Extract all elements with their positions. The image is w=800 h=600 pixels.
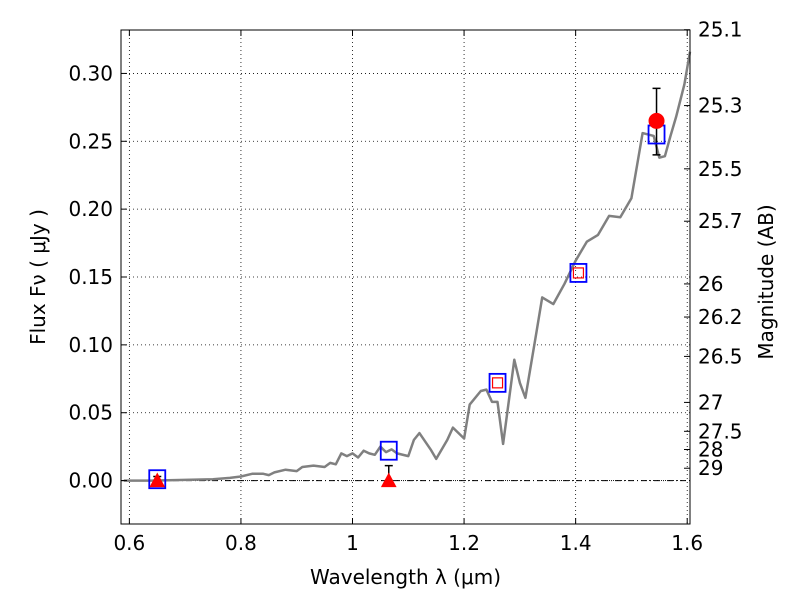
y2-tick-label: 25.1 xyxy=(698,18,743,42)
y-tick-label: 0.30 xyxy=(68,61,113,85)
markers-group xyxy=(148,87,666,490)
model-spectrum-line xyxy=(123,51,692,482)
limit-triangle xyxy=(149,472,166,488)
x-axis-label: Wavelength λ (μm) xyxy=(310,565,501,589)
x-tick-label: 0.8 xyxy=(225,531,257,555)
bandpass-square xyxy=(379,440,398,461)
y-tick-label: 0.00 xyxy=(68,469,113,493)
bandpass-square xyxy=(488,372,507,393)
grid-lines xyxy=(121,30,690,524)
y-tick-label: 0.15 xyxy=(68,265,113,289)
y2-tick-label: 29 xyxy=(698,456,723,480)
bandpass-square xyxy=(569,263,588,283)
x-tick-label: 1 xyxy=(346,531,359,555)
y2-tick-label: 25.3 xyxy=(698,94,743,118)
y-tick-label: 0.20 xyxy=(68,197,113,221)
y2-tick-label: 27 xyxy=(698,390,723,414)
y-tick-label: 0.25 xyxy=(68,129,113,153)
tick-marks xyxy=(121,29,690,524)
y2-tick-label: 28 xyxy=(698,437,723,461)
x-tick-label: 1.2 xyxy=(448,531,480,555)
limit-triangle xyxy=(380,472,397,488)
y2-tick-label: 25.7 xyxy=(698,209,743,233)
detection-point xyxy=(491,377,504,389)
x-tick-label: 1.6 xyxy=(671,531,703,555)
y2-tick-label: 26 xyxy=(698,272,723,296)
model-spectrum-group xyxy=(123,51,692,482)
x-tick-label: 0.6 xyxy=(113,531,145,555)
y2-tick-label: 27.5 xyxy=(698,419,743,443)
y-axis-label: Flux Fν ( μJy ) xyxy=(26,209,50,345)
y2-axis-label: Magnitude (AB) xyxy=(754,204,778,359)
y-tick-label: 0.05 xyxy=(68,401,113,425)
y2-tick-label: 26.5 xyxy=(698,344,743,368)
y2-tick-label: 26.2 xyxy=(698,305,743,329)
detection-point xyxy=(648,112,665,129)
bandpass-square xyxy=(148,469,167,490)
x-tick-label: 1.4 xyxy=(560,531,592,555)
y2-tick-label: 25.5 xyxy=(698,157,743,181)
tick-labels: 0.6 0.8 1 1.2 1.4 1.6 0.00 0.05 0.10 0.15 0.20 0.25… xyxy=(68,18,742,555)
y-tick-label: 0.10 xyxy=(68,333,113,357)
detection-point xyxy=(572,267,585,279)
